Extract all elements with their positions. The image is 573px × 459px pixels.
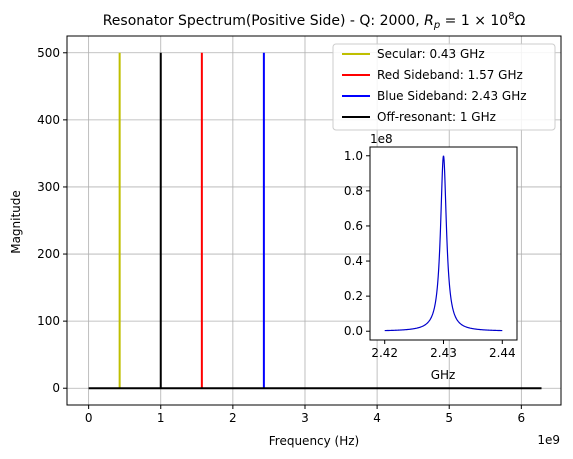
legend-label-off-resonant: Off-resonant: 1 GHz: [377, 110, 496, 124]
inset-y-tick-label: 0.2: [344, 289, 363, 303]
x-tick-label: 6: [518, 411, 526, 425]
legend-label-red-sideband: Red Sideband: 1.57 GHz: [377, 68, 523, 82]
y-tick-label: 300: [37, 180, 60, 194]
x-offset-label: 1e9: [537, 433, 560, 447]
legend-box: [332, 43, 556, 131]
inset-x-tick-label: 2.43: [430, 346, 457, 360]
main-series: [88, 52, 542, 390]
x-tick-label: 1: [157, 411, 165, 425]
inset-y-tick-label: 0.6: [344, 219, 363, 233]
inset-x-tick-label: 2.42: [371, 346, 398, 360]
chart-title: Resonator Spectrum(Positive Side) - Q: 2…: [103, 11, 526, 31]
inset-x-axis: 2.42 2.43 2.44: [371, 340, 516, 360]
x-tick-label: 4: [373, 411, 381, 425]
y-tick-label: 0: [52, 381, 60, 395]
inset-background: [370, 147, 517, 340]
legend-label-secular: Secular: 0.43 GHz: [377, 47, 485, 61]
inset-resonance-curve: [384, 155, 503, 332]
inset-y-tick-label: 0.0: [344, 324, 363, 338]
x-axis-label: Frequency (Hz): [269, 434, 360, 448]
main-x-axis: 0 1 2 3 4 5 6: [85, 405, 525, 425]
x-tick-label: 5: [445, 411, 453, 425]
inset-x-tick-label: 2.44: [489, 346, 516, 360]
inset-y-tick-label: 1.0: [344, 149, 363, 163]
y-tick-label: 100: [37, 314, 60, 328]
y-tick-label: 400: [37, 113, 60, 127]
main-y-axis: 0 100 200 300 400 500: [37, 46, 67, 395]
x-tick-label: 0: [85, 411, 93, 425]
inset-plot: 2.42 2.43 2.44 0.0 0.2 0.4 0.6 0.8 1.0 GHz 1e8: [344, 132, 518, 382]
y-tick-label: 500: [37, 46, 60, 60]
legend: Secular: 0.43 GHz Red Sideband: 1.57 GHz…: [332, 43, 556, 131]
inset-y-tick-label: 0.4: [344, 254, 363, 268]
inset-y-tick-label: 0.8: [344, 184, 363, 198]
legend-label-blue-sideband: Blue Sideband: 2.43 GHz: [377, 89, 527, 103]
inset-y-axis: 0.0 0.2 0.4 0.6 0.8 1.0: [344, 149, 370, 338]
x-tick-label: 3: [301, 411, 309, 425]
x-tick-label: 2: [229, 411, 237, 425]
y-tick-label: 200: [37, 247, 60, 261]
inset-y-offset-label: 1e8: [370, 132, 393, 146]
inset-x-axis-label: GHz: [431, 368, 456, 382]
y-axis-label: Magnitude: [9, 190, 23, 254]
main-plot-frame: [66, 35, 562, 406]
